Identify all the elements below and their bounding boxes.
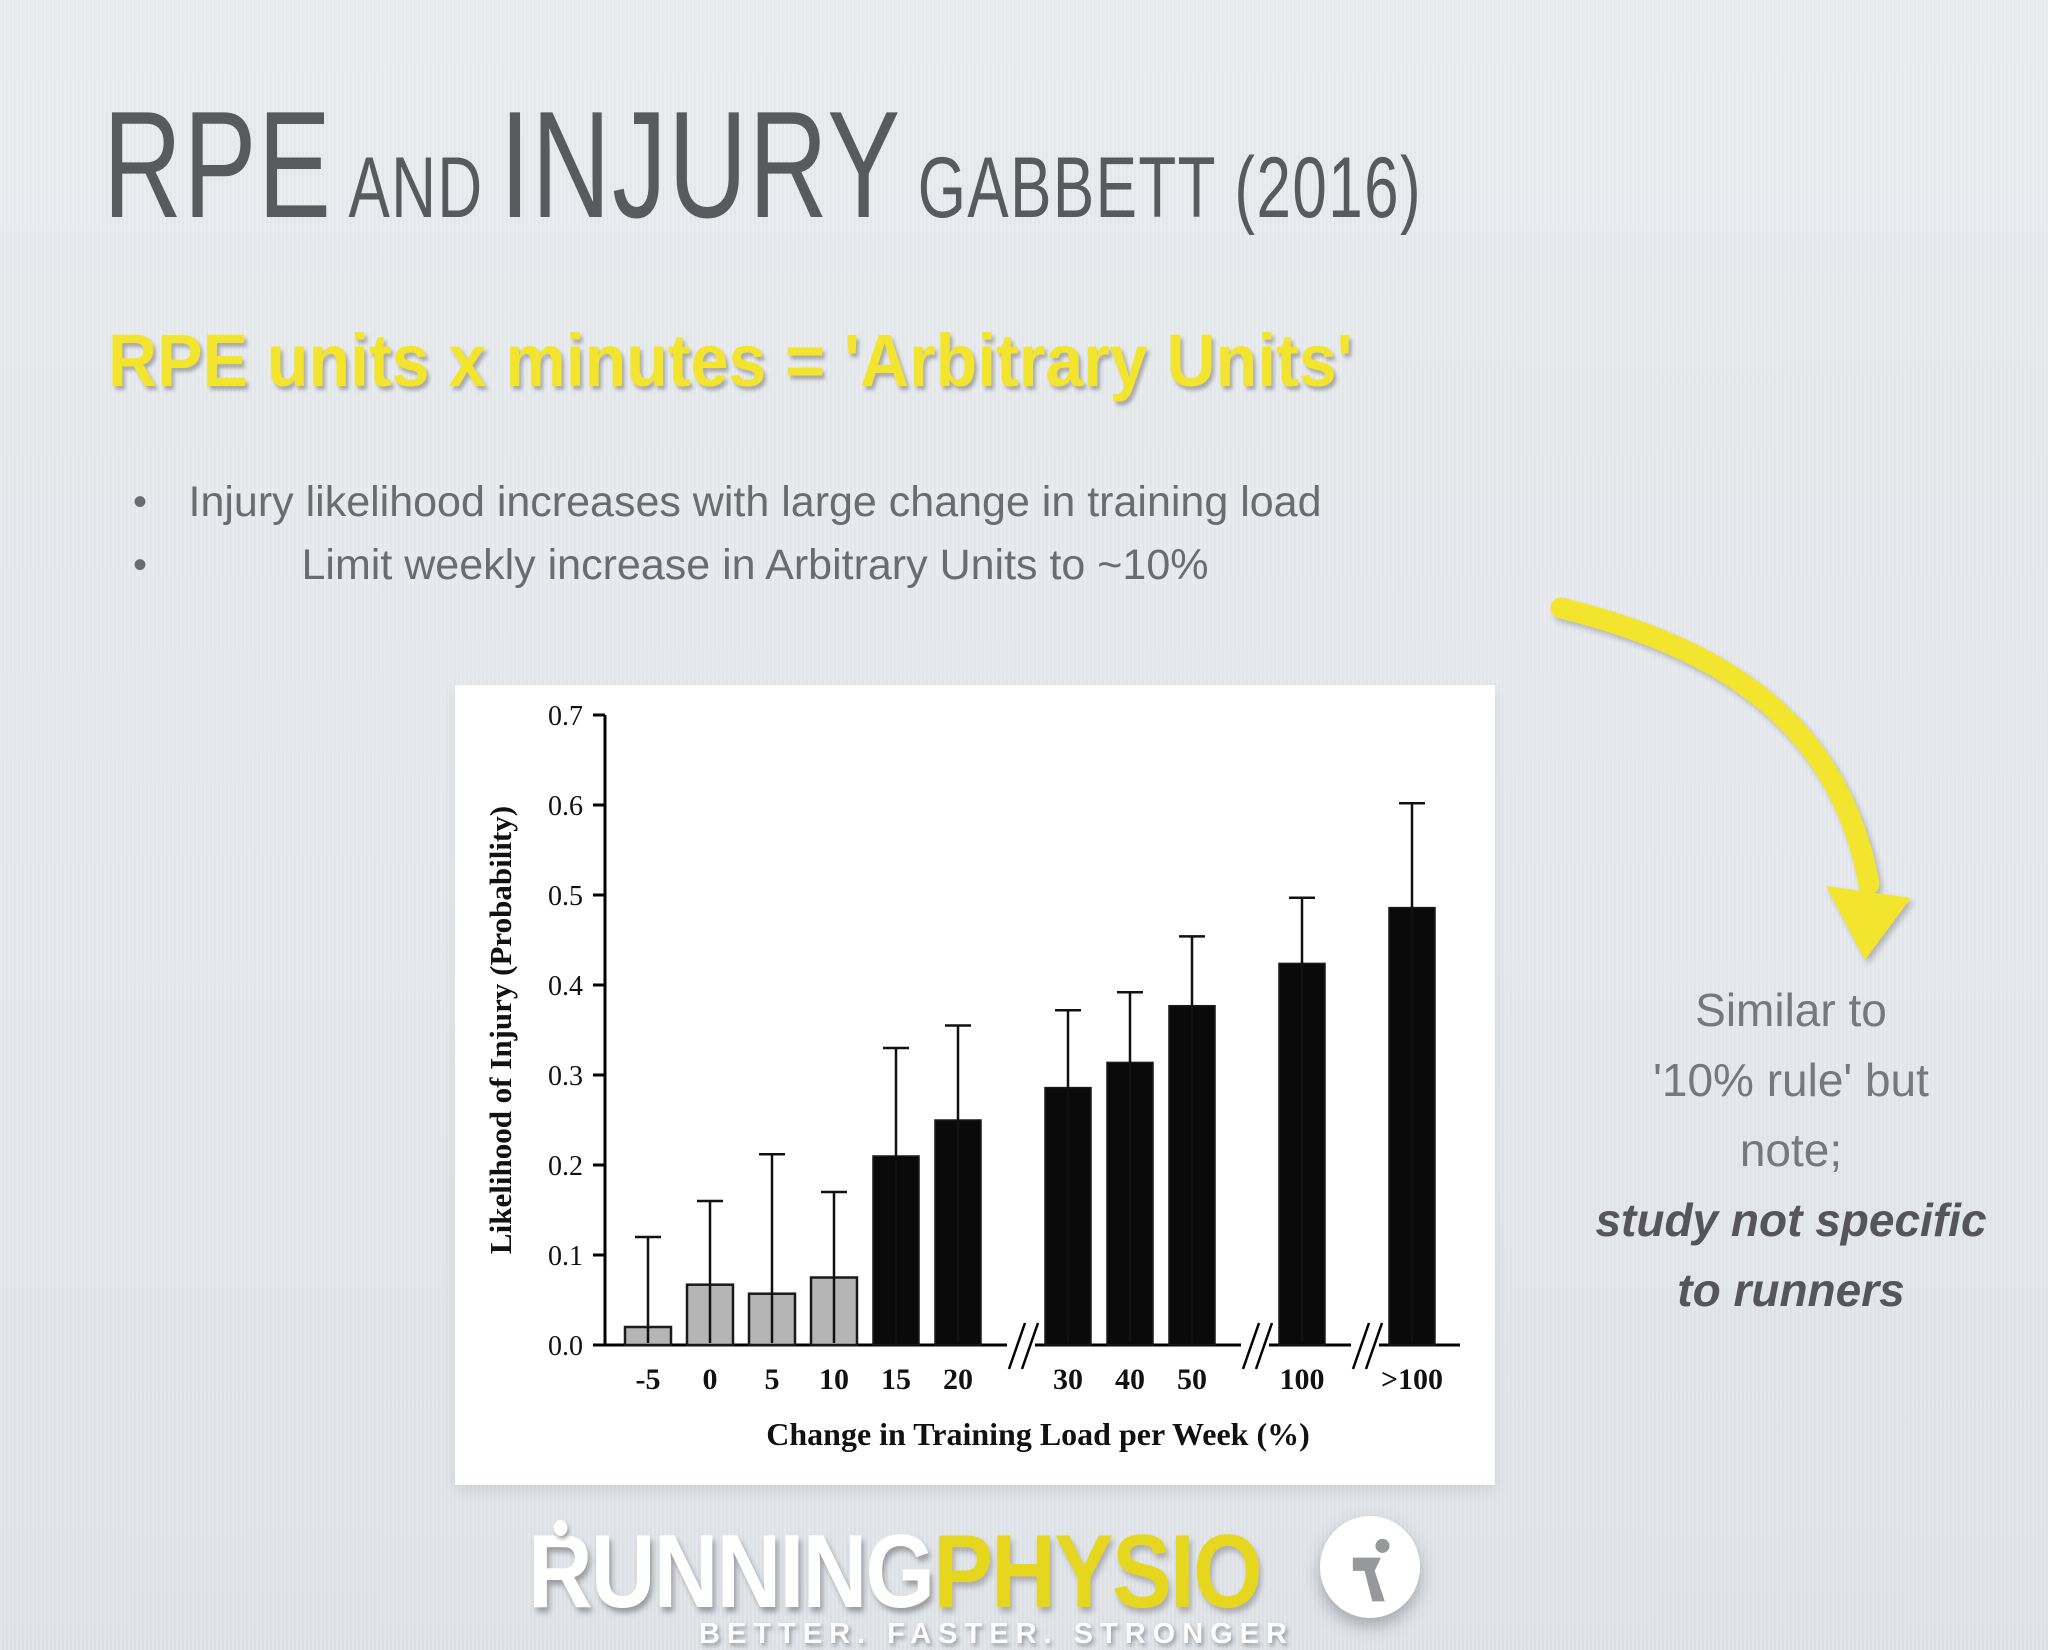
side-note: Similar to '10% rule' but note; study no… xyxy=(1545,975,2037,1325)
svg-text:15: 15 xyxy=(881,1363,911,1396)
svg-text:0.2: 0.2 xyxy=(548,1151,583,1182)
runningphysio-badge xyxy=(1320,1516,1420,1618)
svg-text:0.1: 0.1 xyxy=(548,1241,583,1272)
svg-text:Change in Training Load per We: Change in Training Load per Week (%) xyxy=(766,1416,1310,1452)
yellow-curved-arrow-icon xyxy=(1550,597,1911,960)
slide-title: RPE AND INJURY GABBETT (2016) xyxy=(103,78,1434,253)
svg-text:100: 100 xyxy=(1280,1363,1325,1396)
svg-text:30: 30 xyxy=(1053,1363,1083,1396)
runningphysio-wordmark: RUNNINGPHYSIO xyxy=(528,1520,1263,1624)
note-line-emphasis: study not specific xyxy=(1595,1194,1987,1246)
svg-text:>100: >100 xyxy=(1381,1363,1443,1396)
svg-text:40: 40 xyxy=(1115,1363,1145,1396)
bullet-dot-icon: • xyxy=(133,480,148,524)
svg-text:5: 5 xyxy=(765,1363,780,1396)
svg-text:0.7: 0.7 xyxy=(548,701,583,732)
subtitle-arbitrary-units: RPE units x minutes = 'Arbitrary Units' xyxy=(108,319,1353,402)
runner-r-icon xyxy=(1352,1538,1390,1602)
runner-head-dot-icon xyxy=(553,1520,568,1536)
bullet-dot-icon: • xyxy=(133,543,148,587)
svg-text:0.6: 0.6 xyxy=(548,791,583,822)
note-line-emphasis: to runners xyxy=(1677,1264,1905,1316)
bar-chart-svg: 0.0 0.1 0.2 0.3 0.4 0.5 0.6 0.7 -5 0 5 10 15 20 30 40 50… xyxy=(483,701,1460,1452)
title-word-gabbett: GABBETT (2016) xyxy=(917,140,1423,236)
note-line: '10% rule' but xyxy=(1653,1054,1929,1106)
bullet-item: • Limit weekly increase in Arbitrary Uni… xyxy=(85,541,1425,590)
svg-text:20: 20 xyxy=(943,1363,973,1396)
svg-text:Likelihood of Injury (Probabil: Likelihood of Injury (Probability) xyxy=(483,806,518,1254)
title-word-and: AND xyxy=(348,140,484,236)
svg-text:10: 10 xyxy=(819,1363,849,1396)
svg-text:-5: -5 xyxy=(636,1363,661,1396)
title-word-rpe: RPE xyxy=(103,80,333,250)
svg-text:0.0: 0.0 xyxy=(548,1331,583,1362)
note-line: note; xyxy=(1739,1124,1843,1176)
runningphysio-logo: RUNNINGPHYSIO BETTER. FASTER. STRONGER xyxy=(528,1520,1298,1650)
title-word-injury: INJURY xyxy=(499,80,902,250)
injury-likelihood-chart: 0.0 0.1 0.2 0.3 0.4 0.5 0.6 0.7 -5 0 5 10 15 20 30 40 50… xyxy=(455,685,1495,1485)
bullet-list: • Injury likelihood increases with large… xyxy=(85,478,1425,604)
logo-tagline: BETTER. FASTER. STRONGER xyxy=(699,1618,1294,1650)
note-line: Similar to xyxy=(1695,984,1887,1036)
logo-word-running: RUNNING xyxy=(528,1514,935,1630)
bullet-item: • Injury likelihood increases with large… xyxy=(85,478,1425,527)
bullet-text: Limit weekly increase in Arbitrary Units… xyxy=(301,541,1209,589)
logo-word-physio: PHYSIO xyxy=(933,1514,1262,1630)
bullet-text: Injury likelihood increases with large c… xyxy=(188,478,1322,526)
svg-text:50: 50 xyxy=(1177,1363,1207,1396)
svg-text:0: 0 xyxy=(703,1363,718,1396)
svg-text:0.4: 0.4 xyxy=(548,971,583,1002)
svg-text:0.5: 0.5 xyxy=(548,881,583,912)
svg-text:0.3: 0.3 xyxy=(548,1061,583,1092)
